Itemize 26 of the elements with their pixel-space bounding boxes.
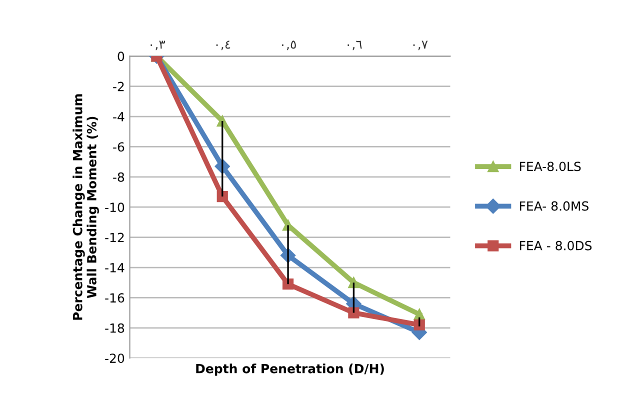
x-tick-label: ٠,٧ [413,40,428,50]
y-tick-label: -4 [113,112,124,122]
y-tick-label: -10 [105,202,124,212]
y-tick-label: -2 [113,82,124,92]
point [348,307,360,318]
legend-label: FEA-8.0LS [520,162,581,172]
y-tick-label: 0 [118,52,124,62]
x-axis-title: Depth of Penetration (D/H) [196,364,384,376]
y-tick-label: -20 [105,354,124,364]
y-tick-label: -18 [105,323,124,333]
y-tick-label: -14 [105,263,124,272]
point [282,278,294,290]
legend-label: FEA - 8.0DS [520,240,592,250]
y-tick-label: -8 [113,172,124,182]
point [216,190,228,202]
x-tick-label: ٠,٦ [348,40,362,50]
x-tick-label: ٠,٥ [282,40,296,50]
y-tick-label: -6 [113,142,124,152]
point [414,308,425,320]
x-tick-label: ٠,٣ [150,40,166,50]
legend-label: FEA- 8.0MS [520,201,588,211]
y-tick-label: -12 [105,232,124,242]
x-tick-label: ٠,٤ [216,40,230,50]
y-tick-label: -16 [105,293,124,303]
y-axis-title: Percentage Change in Maximum Wall Bending Moment (%) [72,94,99,320]
point [414,319,425,330]
